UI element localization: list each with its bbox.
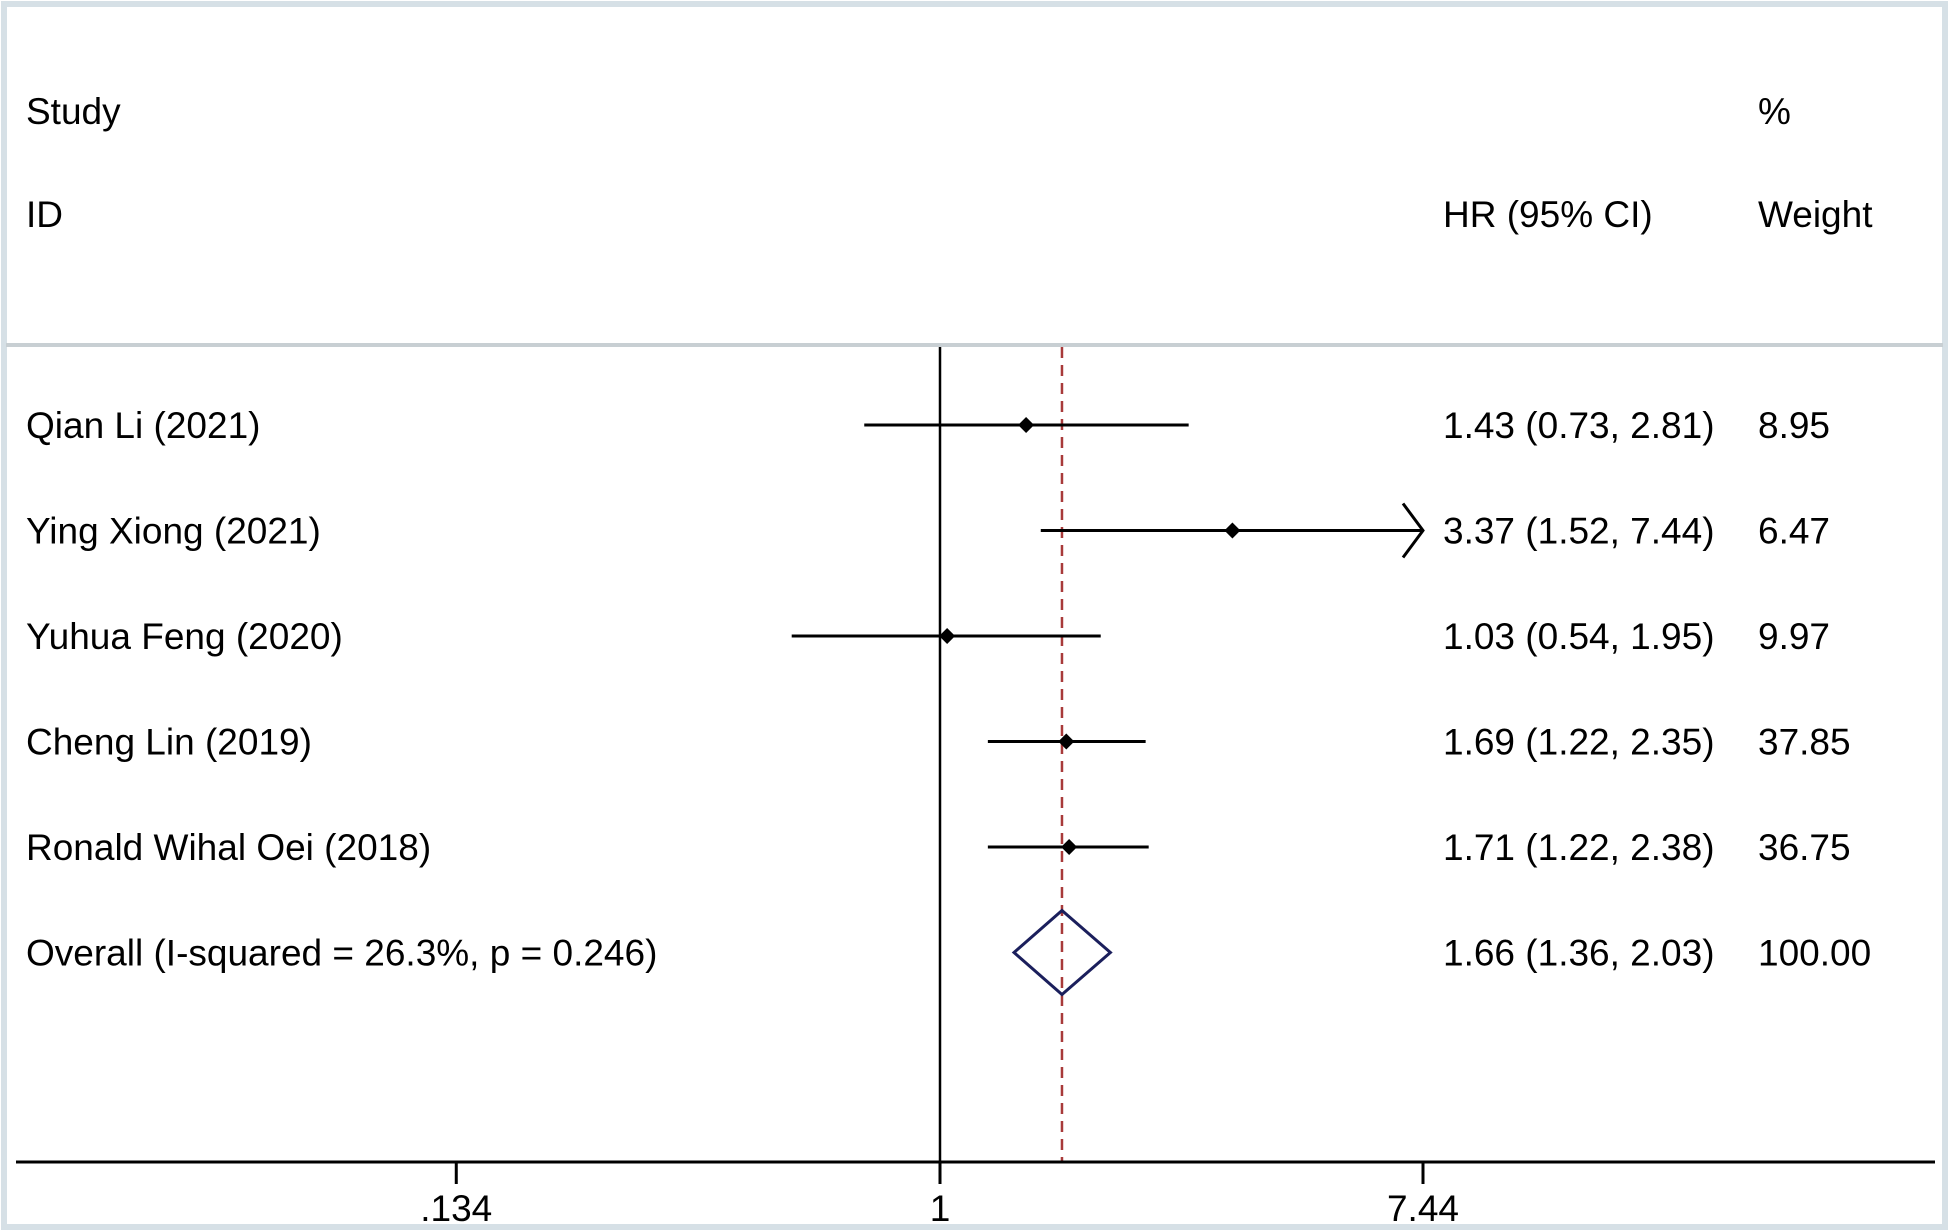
study-name: Ying Xiong (2021) [26, 511, 321, 552]
point-estimate [1018, 417, 1035, 433]
overall-estimate: 1.66 (1.36, 2.03) [1443, 933, 1715, 974]
study-weight: 6.47 [1758, 511, 1830, 552]
study-name: Ronald Wihal Oei (2018) [26, 827, 431, 868]
study-name: Cheng Lin (2019) [26, 722, 312, 763]
header-study: Study [26, 91, 121, 132]
overall-diamond [1011, 908, 1113, 997]
header-weight: Weight [1758, 194, 1873, 235]
point-estimate [1058, 733, 1075, 750]
header-id: ID [26, 194, 63, 235]
point-estimate [1224, 522, 1241, 539]
study-name: Qian Li (2021) [26, 405, 260, 446]
study-weight: 37.85 [1758, 722, 1851, 763]
x-tick-label: .134 [420, 1188, 492, 1229]
study-estimate: 3.37 (1.52, 7.44) [1443, 511, 1715, 552]
study-estimate: 1.69 (1.22, 2.35) [1443, 722, 1715, 763]
ci-arrow [1401, 502, 1425, 559]
study-weight: 36.75 [1758, 827, 1851, 868]
overall-label: Overall (I-squared = 26.3%, p = 0.246) [26, 933, 657, 974]
point-estimate [1061, 839, 1078, 855]
study-row: Ying Xiong (2021) 3.37 (1.52, 7.44) 6.47 [26, 502, 1830, 559]
study-estimate: 1.71 (1.22, 2.38) [1443, 827, 1715, 868]
x-tick-label: 7.44 [1387, 1188, 1459, 1229]
study-row: Ronald Wihal Oei (2018) 1.71 (1.22, 2.38)… [26, 827, 1851, 868]
study-weight: 8.95 [1758, 405, 1830, 446]
study-name: Yuhua Feng (2020) [26, 616, 343, 657]
study-estimate: 1.03 (0.54, 1.95) [1443, 616, 1715, 657]
study-row: Qian Li (2021) 1.43 (0.73, 2.81) 8.95 [26, 405, 1830, 446]
study-row: Cheng Lin (2019) 1.69 (1.22, 2.35) 37.85 [26, 722, 1851, 763]
point-estimate [939, 628, 956, 644]
study-weight: 9.97 [1758, 616, 1830, 657]
study-row: Yuhua Feng (2020) 1.03 (0.54, 1.95) 9.97 [26, 616, 1830, 657]
header-estimate: HR (95% CI) [1443, 194, 1653, 235]
x-tick-label: 1 [930, 1188, 951, 1229]
header-weight-percent: % [1758, 91, 1791, 132]
overall-weight: 100.00 [1758, 933, 1871, 974]
study-estimate: 1.43 (0.73, 2.81) [1443, 405, 1715, 446]
overall-row: Overall (I-squared = 26.3%, p = 0.246) 1.… [26, 908, 1871, 997]
